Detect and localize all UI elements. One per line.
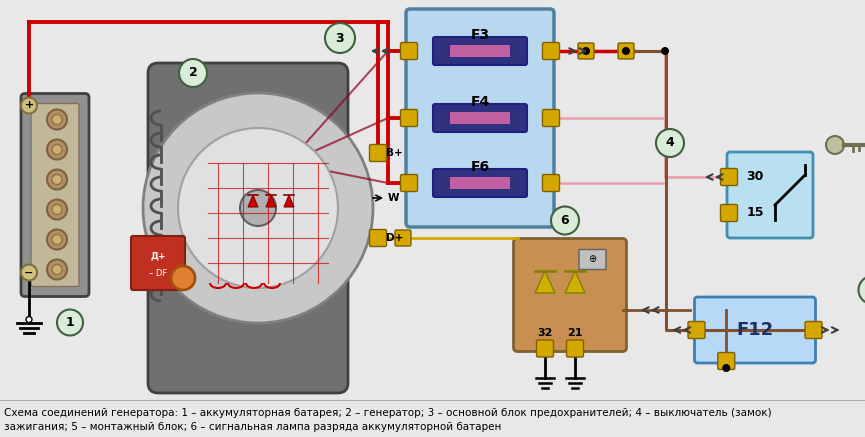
FancyBboxPatch shape [542,110,560,126]
Text: 3: 3 [336,31,344,45]
Text: 4: 4 [666,136,675,149]
Text: 6: 6 [561,214,569,227]
Circle shape [52,145,62,155]
FancyBboxPatch shape [567,340,584,357]
FancyBboxPatch shape [369,229,387,246]
Circle shape [52,235,62,244]
Text: +: + [24,101,34,111]
Text: Схема соединений генератора: 1 – аккумуляторная батарея; 2 – генератор; 3 – осно: Схема соединений генератора: 1 – аккумул… [4,408,772,418]
Text: ⊕: ⊕ [588,254,596,264]
Circle shape [26,316,32,323]
FancyBboxPatch shape [578,43,594,59]
Circle shape [826,136,844,154]
Circle shape [47,260,67,280]
Text: зажигания; 5 – монтажный блок; 6 – сигнальная лампа разряда аккумуляторной батар: зажигания; 5 – монтажный блок; 6 – сигна… [4,422,502,432]
Polygon shape [284,195,294,207]
FancyBboxPatch shape [400,42,418,59]
Circle shape [325,23,355,53]
FancyBboxPatch shape [433,104,527,132]
FancyBboxPatch shape [542,42,560,59]
Text: 1: 1 [66,316,74,329]
Circle shape [622,47,630,55]
Text: 21: 21 [567,329,583,339]
Circle shape [47,139,67,160]
Text: 15: 15 [746,207,764,219]
FancyBboxPatch shape [695,297,816,363]
Circle shape [143,93,373,323]
FancyBboxPatch shape [148,63,348,393]
Circle shape [21,264,37,281]
Bar [450,45,510,57]
Bar [450,112,510,124]
Text: D+: D+ [386,233,403,243]
Circle shape [661,47,669,55]
Text: F4: F4 [471,95,490,109]
Circle shape [171,266,195,290]
FancyBboxPatch shape [433,37,527,65]
FancyBboxPatch shape [721,205,738,222]
Circle shape [21,97,37,114]
FancyBboxPatch shape [406,9,554,227]
FancyBboxPatch shape [618,43,634,59]
Text: F3: F3 [471,28,490,42]
Text: 30: 30 [746,170,764,184]
FancyBboxPatch shape [514,239,626,351]
Text: Д+: Д+ [151,252,166,260]
FancyBboxPatch shape [433,169,527,197]
Circle shape [52,174,62,184]
FancyBboxPatch shape [400,174,418,191]
Circle shape [47,170,67,190]
Bar [450,177,510,189]
FancyBboxPatch shape [579,250,606,270]
Circle shape [656,129,684,157]
FancyBboxPatch shape [369,145,387,162]
FancyBboxPatch shape [718,353,734,370]
Text: – DF: – DF [149,268,167,277]
Polygon shape [565,271,585,293]
Text: B+: B+ [386,148,403,158]
FancyBboxPatch shape [805,322,822,339]
FancyBboxPatch shape [131,236,185,290]
FancyBboxPatch shape [536,340,554,357]
Circle shape [57,309,83,336]
Text: −: − [24,267,34,277]
Polygon shape [248,195,258,207]
FancyBboxPatch shape [542,174,560,191]
Circle shape [240,190,276,226]
Text: 32: 32 [537,329,553,339]
FancyBboxPatch shape [400,110,418,126]
Polygon shape [266,195,276,207]
FancyBboxPatch shape [721,169,738,185]
Circle shape [551,207,579,235]
FancyBboxPatch shape [21,94,89,296]
Circle shape [47,110,67,129]
Circle shape [52,205,62,215]
Circle shape [722,364,730,372]
Circle shape [582,47,590,55]
Text: 2: 2 [189,66,197,80]
Polygon shape [535,271,555,293]
Text: F12: F12 [736,321,773,339]
FancyBboxPatch shape [31,104,79,287]
Circle shape [52,264,62,274]
Text: F6: F6 [471,160,490,174]
Circle shape [47,200,67,219]
Circle shape [178,128,338,288]
Circle shape [858,276,865,304]
Circle shape [47,229,67,250]
Circle shape [179,59,207,87]
FancyBboxPatch shape [727,152,813,238]
FancyBboxPatch shape [688,322,705,339]
Circle shape [52,114,62,125]
Text: W: W [388,193,400,203]
FancyBboxPatch shape [395,230,411,246]
